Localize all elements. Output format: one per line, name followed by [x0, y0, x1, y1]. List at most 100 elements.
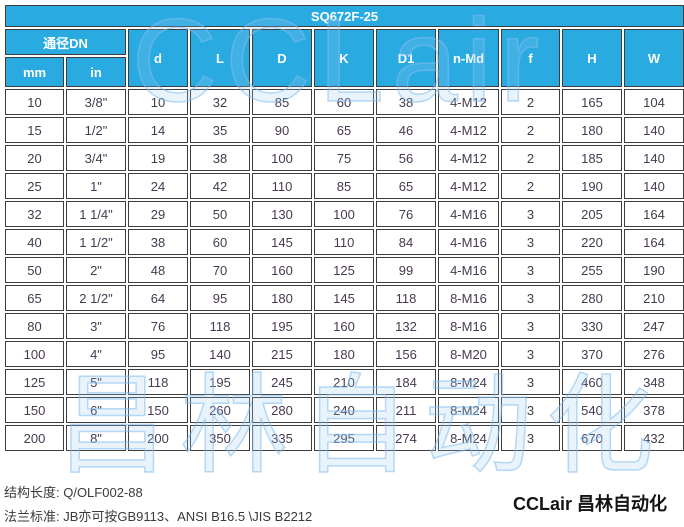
column-header-in: in	[66, 57, 126, 87]
table-cell: 118	[128, 369, 188, 395]
table-row: 150 6" 150 260 280 240 211 8-M24 3 540 378	[5, 397, 684, 423]
table-cell: 95	[190, 285, 250, 311]
table-cell: 432	[624, 425, 684, 451]
table-row: 200 8" 200 350 335 295 274 8-M24 3 670 432	[5, 425, 684, 451]
table-cell: 64	[128, 285, 188, 311]
table-cell: 50	[190, 201, 250, 227]
table-cell: 370	[562, 341, 622, 367]
table-cell: 1 1/4"	[66, 201, 126, 227]
table-row: 15 1/2" 14 35 90 65 46 4-M12 2 180 140	[5, 117, 684, 143]
table-cell: 8-M24	[438, 425, 499, 451]
table-cell: 205	[562, 201, 622, 227]
table-cell: 50	[5, 257, 64, 283]
table-cell: 15	[5, 117, 64, 143]
table-cell: 335	[252, 425, 312, 451]
table-cell: 2	[501, 89, 560, 115]
table-cell: 140	[624, 173, 684, 199]
table-cell: 60	[190, 229, 250, 255]
table-cell: 132	[376, 313, 436, 339]
table-cell: 156	[376, 341, 436, 367]
table-cell: 10	[5, 89, 64, 115]
table-cell: 40	[5, 229, 64, 255]
table-cell: 125	[5, 369, 64, 395]
table-cell: 2	[501, 117, 560, 143]
table-cell: 460	[562, 369, 622, 395]
table-cell: 4-M12	[438, 173, 499, 199]
table-title: SQ672F-25	[5, 5, 684, 27]
table-cell: 19	[128, 145, 188, 171]
spec-table: SQ672F-25 通径DN d L D K D1 n-Md f H W mm …	[3, 3, 684, 453]
table-cell: 4-M16	[438, 257, 499, 283]
table-cell: 90	[252, 117, 312, 143]
table-cell: 140	[190, 341, 250, 367]
table-cell: 3	[501, 201, 560, 227]
table-cell: 100	[5, 341, 64, 367]
table-cell: 110	[314, 229, 374, 255]
table-cell: 164	[624, 229, 684, 255]
table-cell: 210	[624, 285, 684, 311]
table-cell: 670	[562, 425, 622, 451]
table-cell: 10	[128, 89, 188, 115]
table-cell: 4-M12	[438, 89, 499, 115]
table-cell: 378	[624, 397, 684, 423]
table-cell: 70	[190, 257, 250, 283]
column-header-big-d: D	[252, 29, 312, 87]
table-cell: 2	[501, 145, 560, 171]
table-cell: 4-M12	[438, 145, 499, 171]
table-cell: 8-M16	[438, 313, 499, 339]
table-cell: 84	[376, 229, 436, 255]
table-cell: 4-M12	[438, 117, 499, 143]
table-cell: 80	[5, 313, 64, 339]
table-cell: 20	[5, 145, 64, 171]
table-cell: 118	[376, 285, 436, 311]
table-cell: 8"	[66, 425, 126, 451]
column-header-k: K	[314, 29, 374, 87]
table-cell: 25	[5, 173, 64, 199]
table-cell: 276	[624, 341, 684, 367]
table-cell: 164	[624, 201, 684, 227]
table-row: 65 2 1/2" 64 95 180 145 118 8-M16 3 280 210	[5, 285, 684, 311]
column-header-d: d	[128, 29, 188, 87]
table-cell: 130	[252, 201, 312, 227]
table-cell: 3	[501, 285, 560, 311]
table-cell: 280	[562, 285, 622, 311]
column-header-l: L	[190, 29, 250, 87]
table-cell: 76	[128, 313, 188, 339]
table-cell: 540	[562, 397, 622, 423]
table-cell: 8-M20	[438, 341, 499, 367]
table-cell: 35	[190, 117, 250, 143]
table-cell: 32	[190, 89, 250, 115]
table-cell: 1/2"	[66, 117, 126, 143]
table-cell: 8-M24	[438, 397, 499, 423]
table-cell: 32	[5, 201, 64, 227]
structure-length-note: 结构长度: Q/OLF002-88	[4, 485, 143, 500]
table-cell: 240	[314, 397, 374, 423]
table-cell: 8-M16	[438, 285, 499, 311]
table-cell: 29	[128, 201, 188, 227]
table-row: 10 3/8" 10 32 85 60 38 4-M12 2 165 104	[5, 89, 684, 115]
table-cell: 180	[314, 341, 374, 367]
table-cell: 165	[562, 89, 622, 115]
table-cell: 260	[190, 397, 250, 423]
table-cell: 2 1/2"	[66, 285, 126, 311]
table-cell: 2"	[66, 257, 126, 283]
table-cell: 1 1/2"	[66, 229, 126, 255]
table-cell: 48	[128, 257, 188, 283]
table-cell: 160	[252, 257, 312, 283]
table-cell: 190	[624, 257, 684, 283]
table-cell: 200	[128, 425, 188, 451]
table-row: 32 1 1/4" 29 50 130 100 76 4-M16 3 205 164	[5, 201, 684, 227]
table-row: 20 3/4" 19 38 100 75 56 4-M12 2 185 140	[5, 145, 684, 171]
table-cell: 125	[314, 257, 374, 283]
table-cell: 247	[624, 313, 684, 339]
table-cell: 200	[5, 425, 64, 451]
table-cell: 3	[501, 397, 560, 423]
brand-text: CCLair 昌林自动化	[512, 494, 667, 514]
table-cell: 85	[314, 173, 374, 199]
column-header-w: W	[624, 29, 684, 87]
table-cell: 280	[252, 397, 312, 423]
table-cell: 1"	[66, 173, 126, 199]
table-cell: 65	[376, 173, 436, 199]
table-cell: 255	[562, 257, 622, 283]
table-cell: 195	[190, 369, 250, 395]
